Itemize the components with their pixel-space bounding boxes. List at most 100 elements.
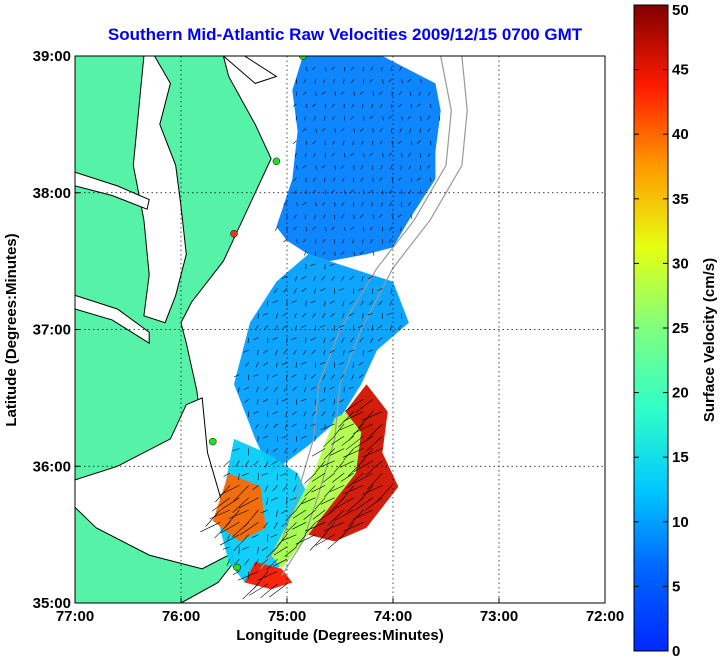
velocity-region-cape-hatteras-jet [212,473,266,542]
velocity-arrow [397,214,402,218]
velocity-arrow [261,509,269,514]
velocity-arrow [311,349,316,354]
velocity-arrow [331,152,335,157]
velocity-arrow [401,79,403,84]
x-axis-label: Longitude (Degrees:Minutes) [236,627,444,644]
velocity-arrow [305,103,308,109]
velocity-arrow [332,79,335,84]
velocity-arrow [410,103,412,109]
velocity-arrow [280,472,288,477]
velocity-arrow [345,435,364,450]
velocity-arrow [274,386,278,392]
velocity-arrow [334,128,337,133]
velocity-arrow [281,435,288,439]
velocity-arrow [315,534,335,546]
velocity-arrow [220,522,240,534]
velocity-arrow [222,546,230,550]
velocity-arrow [323,522,345,532]
velocity-arrow [285,509,297,521]
velocity-arrow [275,349,278,356]
velocity-arrow [327,509,345,526]
velocity-arrow [407,152,412,157]
velocity-arrow [350,337,355,343]
velocity-arrow [363,189,365,195]
velocity-arrow [300,325,307,329]
velocity-arrow [274,325,278,331]
velocity-arrow [262,435,269,439]
x-tick-label: 73:00 [480,608,518,625]
velocity-arrow [343,226,346,232]
velocity-arrow [334,165,336,170]
velocity-arrow [343,448,355,461]
velocity-arrow [302,202,307,206]
colorbar-tick-label: 25 [672,320,689,337]
velocity-arrow [371,103,374,109]
velocity-arrow [233,534,250,551]
velocity-arrow [331,374,335,380]
velocity-arrow [362,239,364,244]
velocity-arrow [351,374,355,380]
velocity-arrow [367,312,374,316]
velocity-arrow [427,152,431,158]
velocity-arrow [388,115,393,120]
velocity-arrow [244,509,259,528]
velocity-arrow [273,558,288,567]
velocity-arrow [353,202,355,207]
velocity-arrow [293,226,297,231]
station-marker [230,230,238,238]
velocity-arrow [303,91,307,96]
velocity-arrow [283,386,288,392]
velocity-arrow [316,509,335,523]
velocity-arrow [272,448,278,453]
velocity-arrow [235,460,240,468]
velocity-arrow [234,559,240,565]
velocity-arrow [273,423,278,428]
velocity-arrow [324,226,327,232]
velocity-arrow [400,226,402,232]
velocity-arrow [380,103,383,108]
velocity-arrow [338,411,355,428]
velocity-arrow [359,337,364,342]
velocity-arrow [416,177,421,181]
x-axis-ticks: 77:00 76:00 75:00 74:00 73:00 72:00 [56,56,624,625]
velocity-arrow [226,559,231,566]
velocity-arrow [377,288,383,292]
velocity-arrow [367,472,383,490]
velocity-arrow [302,238,307,243]
velocity-arrow [343,448,364,458]
velocity-arrow [321,165,326,169]
velocity-arrow [310,386,316,391]
y-tick-label: 38:00 [33,185,71,202]
velocity-arrow [358,362,364,366]
velocity-arrow [292,509,307,519]
velocity-arrow [324,66,327,72]
velocity-arrow [312,103,316,107]
velocity-arrow [397,177,402,181]
velocity-arrow [254,559,259,566]
velocity-arrow [265,460,269,468]
velocity-vectors [200,66,440,600]
x-tick-label: 77:00 [56,608,94,625]
velocity-arrow [282,349,288,355]
velocity-arrow [240,522,259,536]
velocity-arrow [344,398,364,412]
velocity-arrow [340,374,345,379]
velocity-arrow [330,337,335,342]
velocity-arrow [342,239,345,244]
velocity-arrow [269,583,288,598]
velocity-arrow [314,497,326,510]
velocity-arrow [331,116,335,120]
velocity-arrow [312,189,316,194]
velocity-arrow [331,435,345,445]
velocity-arrow [365,460,383,476]
velocity-arrow [305,337,307,344]
velocity-arrow [249,583,269,596]
velocity-arrow [311,485,326,493]
y-axis-label: Latitude (Degrees:Minutes) [3,233,20,426]
velocity-arrow [341,202,345,206]
velocity-arrow [238,571,259,581]
velocity-arrow [310,263,316,266]
velocity-arrow [340,251,345,255]
velocity-arrow [257,546,259,555]
velocity-arrow [338,325,345,328]
